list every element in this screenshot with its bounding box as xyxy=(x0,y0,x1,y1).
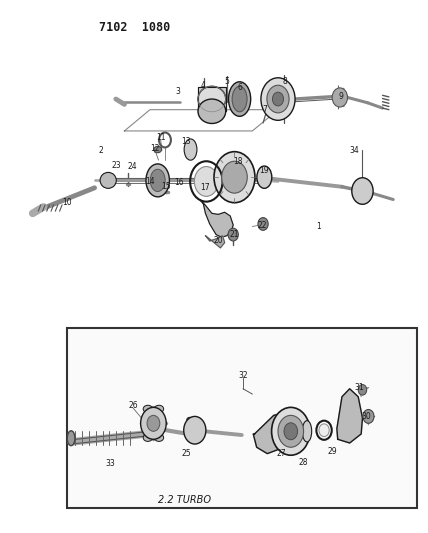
Text: 19: 19 xyxy=(259,166,269,175)
Text: 24: 24 xyxy=(127,162,137,171)
Text: 32: 32 xyxy=(238,371,248,380)
Ellipse shape xyxy=(154,405,163,413)
Ellipse shape xyxy=(154,434,163,441)
Text: 27: 27 xyxy=(276,449,286,458)
Text: 25: 25 xyxy=(181,449,191,458)
Ellipse shape xyxy=(257,166,272,188)
Ellipse shape xyxy=(193,436,202,442)
Text: 13: 13 xyxy=(181,137,191,146)
Circle shape xyxy=(228,228,238,241)
Circle shape xyxy=(258,217,268,230)
Text: 9: 9 xyxy=(339,92,344,101)
Circle shape xyxy=(147,415,160,431)
Circle shape xyxy=(222,161,247,193)
Text: 29: 29 xyxy=(328,447,337,456)
Ellipse shape xyxy=(184,139,197,160)
Circle shape xyxy=(273,92,283,106)
Ellipse shape xyxy=(143,434,152,441)
Circle shape xyxy=(261,78,295,120)
Text: 6: 6 xyxy=(237,83,242,92)
Ellipse shape xyxy=(198,86,226,112)
Text: 14: 14 xyxy=(145,177,155,186)
Text: 16: 16 xyxy=(174,178,184,187)
Circle shape xyxy=(194,166,218,196)
Text: 34: 34 xyxy=(349,146,359,155)
Text: 11: 11 xyxy=(156,133,166,142)
Ellipse shape xyxy=(143,405,152,413)
Ellipse shape xyxy=(232,86,247,112)
Text: 1: 1 xyxy=(316,222,321,231)
Polygon shape xyxy=(198,87,226,111)
Circle shape xyxy=(284,423,297,440)
Circle shape xyxy=(352,177,373,204)
Text: 23: 23 xyxy=(112,161,122,170)
Ellipse shape xyxy=(187,417,195,424)
Ellipse shape xyxy=(154,147,161,153)
Text: 5: 5 xyxy=(224,77,229,86)
Text: 28: 28 xyxy=(299,458,308,466)
Ellipse shape xyxy=(302,421,312,442)
Circle shape xyxy=(332,88,348,107)
Circle shape xyxy=(363,409,374,423)
Text: 2: 2 xyxy=(98,146,103,155)
Text: 8: 8 xyxy=(282,77,287,86)
Circle shape xyxy=(319,424,329,437)
Circle shape xyxy=(358,384,367,395)
Ellipse shape xyxy=(100,172,116,188)
Text: 18: 18 xyxy=(233,157,242,166)
Text: 12: 12 xyxy=(150,144,160,153)
Ellipse shape xyxy=(229,82,251,116)
Text: 10: 10 xyxy=(62,198,71,207)
Ellipse shape xyxy=(146,164,169,197)
Text: 7: 7 xyxy=(262,105,267,114)
Circle shape xyxy=(184,416,206,444)
Circle shape xyxy=(141,407,166,439)
Text: 20: 20 xyxy=(214,237,223,246)
Polygon shape xyxy=(253,413,284,454)
Text: 22: 22 xyxy=(257,221,267,230)
Text: 7102  1080: 7102 1080 xyxy=(99,21,171,34)
Circle shape xyxy=(278,415,303,447)
Text: 2.2 TURBO: 2.2 TURBO xyxy=(158,495,211,505)
Text: 17: 17 xyxy=(200,183,209,192)
Text: 15: 15 xyxy=(161,182,171,191)
Polygon shape xyxy=(200,200,233,237)
Ellipse shape xyxy=(198,99,226,124)
Ellipse shape xyxy=(150,169,165,191)
Ellipse shape xyxy=(67,431,75,446)
Text: 4: 4 xyxy=(201,81,206,90)
Text: 3: 3 xyxy=(175,86,180,95)
Polygon shape xyxy=(205,236,225,248)
Circle shape xyxy=(272,407,310,455)
Text: 26: 26 xyxy=(128,401,138,410)
Circle shape xyxy=(267,85,289,113)
Text: 21: 21 xyxy=(230,230,239,239)
Text: 30: 30 xyxy=(362,412,372,421)
Text: 31: 31 xyxy=(354,383,364,392)
Bar xyxy=(67,328,416,508)
Circle shape xyxy=(214,152,255,203)
Text: 33: 33 xyxy=(106,459,116,467)
Polygon shape xyxy=(337,389,363,443)
